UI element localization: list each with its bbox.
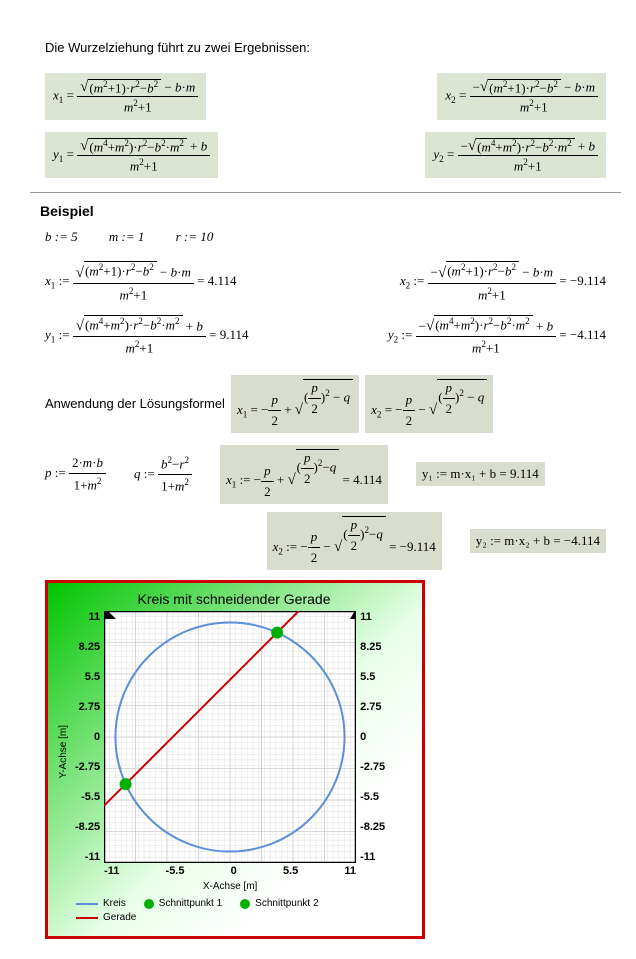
chart-xlabel: X-Achse [m]	[104, 881, 356, 892]
anwendung-row: Anwendung der Lösungsformel x1 = −p2 + √…	[45, 375, 606, 434]
chart-ylabel: Y-Achse [m]	[56, 725, 71, 779]
pq-definitions: p := 2·m·b1+m2 q := b2−r21+m2 x1 := −p2 …	[45, 445, 606, 504]
pq-x2-val: x2 := −p2 − √(p2)2−q = −9.114	[267, 512, 442, 571]
pq-row-2: x2 := −p2 − √(p2)2−q = −9.114 y₂ := m·x₂…	[45, 512, 606, 571]
heading-beispiel: Beispiel	[40, 203, 606, 219]
chart-legend: Kreis Schnittpunkt 1 Schnittpunkt 2 Gera…	[56, 898, 412, 923]
def-r: r := 10	[176, 229, 214, 244]
row-y: y1 = √(m4+m2)·r2−b2·m2 + bm2+1 y2 = −√(m…	[45, 132, 606, 179]
def-q: q := b2−r21+m2	[134, 455, 192, 495]
def-p: p := 2·m·b1+m2	[45, 455, 106, 493]
pq-form-x1: x1 = −p2 + √(p2)2 − q	[231, 375, 359, 434]
pq-y1-val: y₁ := m·x₁ + b = 9.114	[416, 462, 545, 486]
legend-gerade: Gerade	[76, 912, 136, 923]
row-ex-y: y1 := √(m4+m2)·r2−b2·m2 + bm2+1 = 9.114 …	[45, 315, 606, 357]
ex-x1: x1 := √(m2+1)·r2−b2 − b·mm2+1 = 4.114	[45, 261, 236, 303]
row-x: x1 = √(m2+1)·r2−b2 − b·mm2+1 x2 = −√(m2+…	[45, 73, 606, 120]
definitions: b := 5 m := 1 r := 10	[45, 229, 606, 245]
pq-form-x2: x2 = −p2 − √(p2)2 − q	[365, 375, 493, 434]
formula-y2: y2 = −√(m4+m2)·r2−b2·m2 + bm2+1	[425, 132, 606, 179]
pq-x1-val: x1 := −p2 + √(p2)2−q = 4.114	[220, 445, 388, 504]
anwendung-label: Anwendung der Lösungsformel	[45, 396, 225, 411]
def-m: m := 1	[109, 229, 145, 244]
formula-y1: y1 = √(m4+m2)·r2−b2·m2 + bm2+1	[45, 132, 218, 179]
formula-x2: x2 = −√(m2+1)·r2−b2 − b·mm2+1	[437, 73, 606, 120]
pq-y2-val: y₂ := m·x₂ + b = −4.114	[470, 529, 606, 553]
intro-text: Die Wurzelziehung führt zu zwei Ergebnis…	[45, 40, 606, 55]
def-b: b := 5	[45, 229, 78, 244]
xticks: -11-5.505.511	[104, 863, 356, 877]
yticks-left: 118.255.52.750-2.75-5.5-8.25-11	[71, 611, 104, 863]
chart-plot	[104, 611, 356, 863]
chart-title: Kreis mit schneidender Gerade	[56, 591, 412, 607]
row-ex-x: x1 := √(m2+1)·r2−b2 − b·mm2+1 = 4.114 x2…	[45, 261, 606, 303]
ex-x2: x2 := −√(m2+1)·r2−b2 − b·mm2+1 = −9.114	[400, 261, 606, 303]
formula-x1: x1 = √(m2+1)·r2−b2 − b·mm2+1	[45, 73, 206, 120]
yticks-right: 118.255.52.750-2.75-5.5-8.25-11	[356, 611, 389, 863]
chart-container: Kreis mit schneidender Gerade Y-Achse [m…	[45, 580, 425, 939]
ex-y2: y2 := −√(m4+m2)·r2−b2·m2 + bm2+1 = −4.11…	[388, 315, 606, 357]
separator	[30, 192, 621, 193]
ex-y1: y1 := √(m4+m2)·r2−b2·m2 + bm2+1 = 9.114	[45, 315, 248, 357]
